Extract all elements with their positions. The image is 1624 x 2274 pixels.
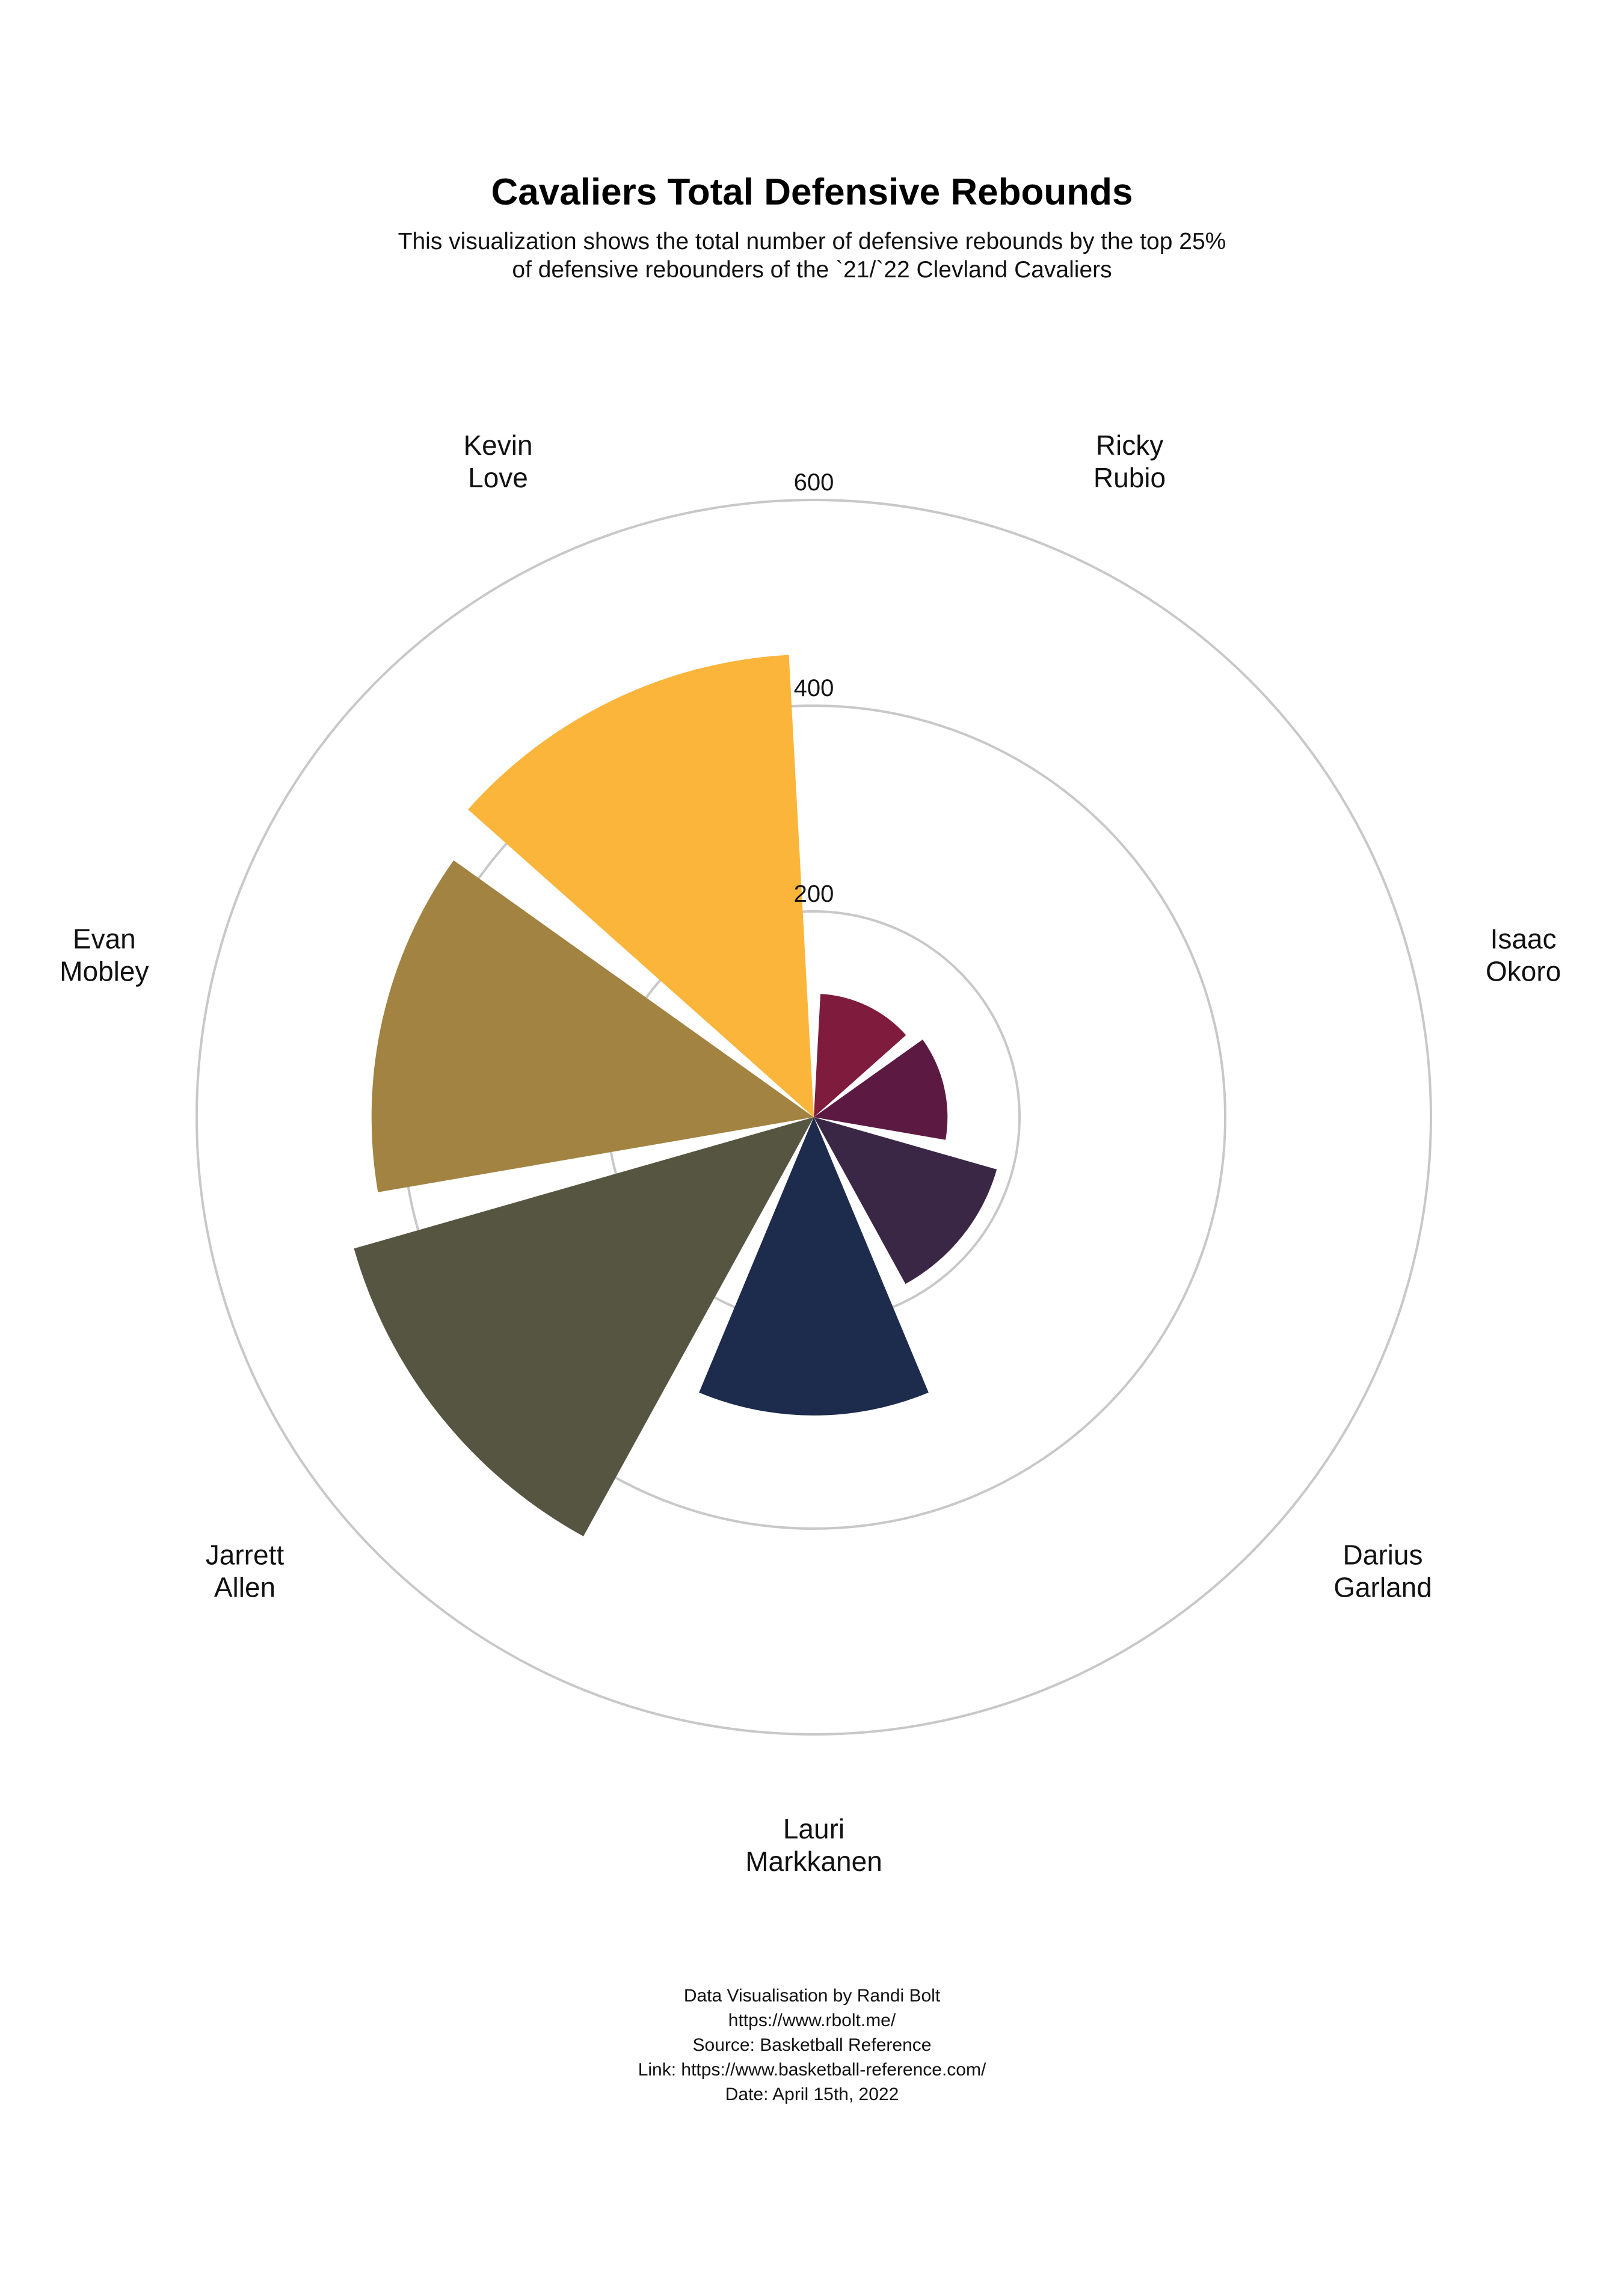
category-label-darius-garland: Darius Garland [1333, 1539, 1432, 1603]
caption-date: Date: April 15th, 2022 [725, 2084, 899, 2104]
bar-ricky-rubio [814, 994, 906, 1117]
bar-jarrett-allen [354, 1117, 814, 1536]
caption-website: https://www.rbolt.me/ [728, 2011, 896, 2030]
bar-kevin-love [468, 655, 814, 1117]
grid-ring-600 [195, 499, 1432, 1736]
category-label-ricky-rubio: Ricky Rubio [1093, 430, 1166, 493]
category-label-evan-mobley: Evan Mobley [60, 923, 149, 987]
caption-source: Source: Basketball Reference [692, 2035, 932, 2055]
bar-evan-mobley [371, 860, 814, 1192]
bar-isaac-okoro [814, 1039, 948, 1140]
category-labels: Ricky Rubio Isaac Okoro Darius Garland Lauri Ma… [60, 430, 1561, 1877]
chart-title: Cavaliers Total Defensive Rebounds [491, 171, 1133, 213]
caption-link: Link: https://www.basketball-reference.c… [638, 2060, 986, 2080]
radial-tick-600: 600 [794, 469, 834, 496]
category-label-isaac-okoro: Isaac Okoro [1486, 923, 1561, 987]
bar-darius-garland [814, 1117, 997, 1284]
category-label-jarrett-allen: Jarrett Allen [206, 1539, 285, 1603]
category-label-lauri-markkanen: Lauri Markkanen [745, 1813, 882, 1877]
radial-tick-400: 400 [794, 675, 834, 701]
bar-lauri-markkanen [699, 1117, 929, 1416]
category-label-kevin-love: Kevin Love [463, 430, 532, 493]
caption: Data Visualisation by Randi Bolt https:/… [0, 1983, 1624, 2107]
caption-author: Data Visualisation by Randi Bolt [683, 1986, 941, 2006]
radial-tick-labels: 200 400 600 [794, 469, 834, 907]
radial-tick-200: 200 [794, 881, 834, 907]
bars-group [354, 655, 997, 1536]
chart-subtitle: This visualization shows the total numbe… [398, 229, 1226, 283]
